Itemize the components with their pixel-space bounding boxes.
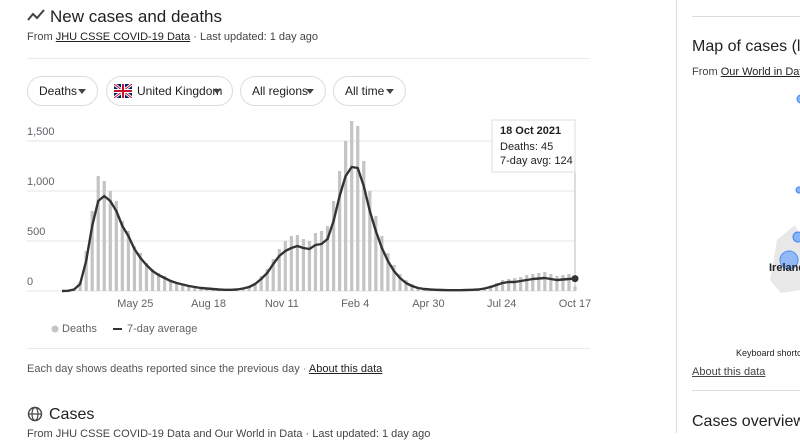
legend-label: Deaths: [62, 323, 97, 335]
divider: [27, 348, 590, 349]
tooltip-line: 7-day avg: 124: [500, 155, 573, 167]
bar: [561, 275, 564, 291]
bar: [350, 121, 353, 291]
x-tick-label: May 25: [117, 298, 153, 310]
bar: [284, 241, 287, 291]
bar: [525, 275, 528, 291]
bar: [543, 272, 546, 291]
tooltip-line: Deaths: 45: [500, 141, 553, 153]
map-about[interactable]: About this data: [692, 366, 765, 378]
y-tick-label: 1,500: [27, 126, 55, 138]
map: [677, 85, 800, 335]
globe-icon: [27, 406, 43, 422]
bar: [109, 191, 112, 291]
map-source-link[interactable]: Our World in Data: [721, 66, 800, 78]
note-link[interactable]: About this data: [309, 363, 382, 375]
y-tick-label: 0: [27, 276, 33, 288]
x-tick-label: Feb 4: [341, 298, 369, 310]
left-column: New cases and deaths From JHU CSSE COVID…: [0, 0, 676, 433]
legend-label: 7-day average: [127, 323, 197, 335]
bar: [97, 176, 100, 291]
note: Each day shows deaths reported since the…: [27, 363, 300, 375]
divider: [692, 16, 800, 17]
end-point: [572, 275, 579, 282]
x-tick-label: Nov 11: [265, 298, 299, 310]
divider: [692, 390, 800, 391]
map-place: Ireland: [769, 262, 800, 274]
note-line: Each day shows deaths reported since the…: [27, 363, 382, 375]
tooltip-title: 18 Oct 2021: [500, 125, 561, 137]
bar: [296, 235, 299, 291]
bar: [356, 126, 359, 291]
map-source: From Our World in Data: [692, 66, 800, 78]
x-tick-label: Jul 24: [487, 298, 516, 310]
y-tick-label: 1,000: [27, 176, 55, 188]
x-tick-label: Aug 18: [191, 298, 226, 310]
cases-heading: Cases: [49, 406, 94, 424]
x-tick-label: Oct 17: [559, 298, 591, 310]
bar: [567, 274, 570, 291]
bar: [513, 278, 516, 291]
bar: [121, 221, 124, 291]
overview-heading: Cases overview: [692, 413, 800, 431]
x-tick-label: Apr 30: [412, 298, 444, 310]
bar: [555, 276, 558, 291]
legend-swatch: [52, 326, 59, 333]
bar: [531, 274, 534, 291]
bar: [549, 274, 552, 291]
keyboard-shortcuts[interactable]: Keyboard shortcuts: [736, 348, 800, 358]
bar: [320, 231, 323, 291]
bar: [519, 277, 522, 291]
bar: [290, 236, 293, 291]
cases-source: From JHU CSSE COVID-19 Data and Our Worl…: [27, 428, 430, 440]
bar: [314, 233, 317, 291]
map-source-prefix: From: [692, 66, 718, 78]
bar: [573, 287, 576, 292]
bar: [344, 141, 347, 291]
bar: [537, 273, 540, 291]
y-tick-label: 500: [27, 226, 45, 238]
chart: 0 500 1,000 1,500 May 25 Aug 18 Nov 11 Feb 4 Apr…: [0, 0, 600, 345]
